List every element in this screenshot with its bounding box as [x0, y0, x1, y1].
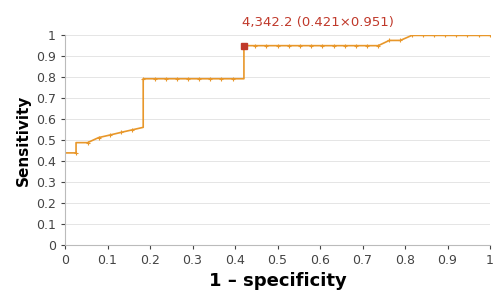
Text: 4,342.2 (0.421×0.951): 4,342.2 (0.421×0.951) [242, 16, 394, 29]
X-axis label: 1 – specificity: 1 – specificity [208, 273, 346, 291]
Y-axis label: Sensitivity: Sensitivity [16, 94, 30, 186]
